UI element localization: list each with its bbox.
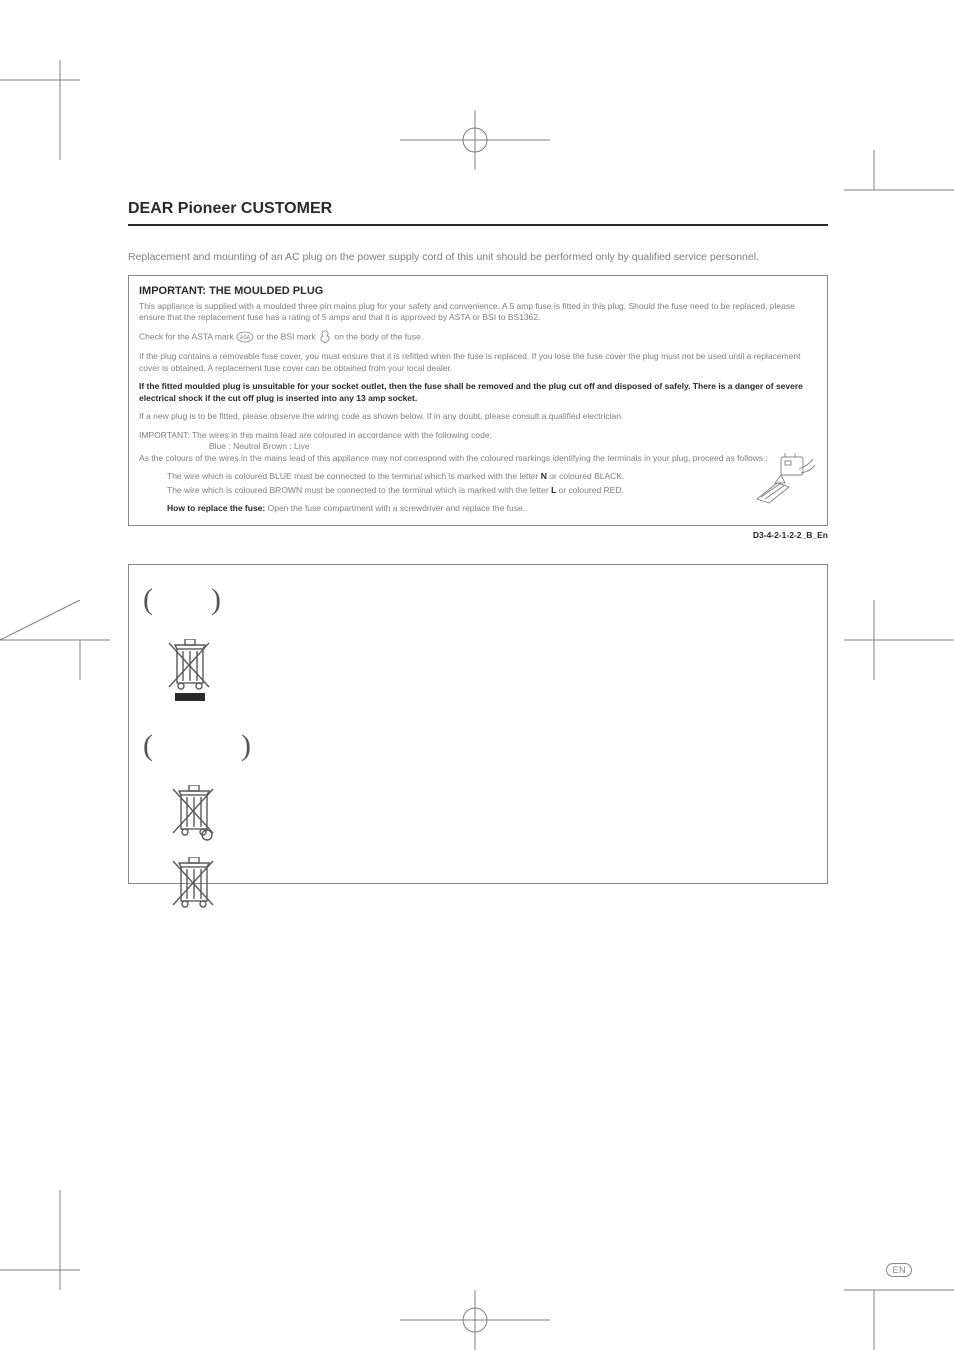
box-p6: IMPORTANT: The wires in this mains lead …: [139, 430, 817, 453]
crop-mark-mr: [824, 600, 954, 680]
p10a: How to replace the fuse:: [167, 503, 268, 513]
paren-open-icon: (: [143, 583, 153, 617]
page-footer: EN: [886, 1260, 912, 1278]
paren-close-icon: ): [211, 583, 221, 617]
p10b: Open the fuse compartment with a screwdr…: [268, 503, 526, 513]
registration-bottom: [400, 1290, 550, 1350]
weee-box: ( ) ( ): [128, 564, 828, 884]
box-p7: As the colours of the wires in the mains…: [139, 453, 817, 464]
wheelie-bin-solid-icon: [163, 639, 215, 703]
reference-code: D3-4-2-1-2-2_B_En: [128, 530, 828, 540]
box-p10: How to replace the fuse: Open the fuse c…: [139, 503, 817, 514]
crop-mark-br: [824, 1230, 954, 1350]
box-p4: If the fitted moulded plug is unsuitable…: [139, 381, 817, 404]
svg-text:ASA: ASA: [240, 335, 251, 341]
box-p1: This appliance is supplied with a moulde…: [139, 301, 817, 324]
wheelie-bin-outline-1-icon: [167, 785, 219, 841]
crop-mark-bl: [0, 1190, 120, 1350]
p9b: or coloured RED.: [556, 485, 624, 495]
p2a: Check for the ASTA mark: [139, 332, 236, 342]
paren-close-icon: ): [241, 729, 251, 763]
p6a: IMPORTANT: The wires in this mains lead …: [139, 430, 492, 440]
p2b: or the BSI mark: [257, 332, 318, 342]
box-p5: If a new plug is to be fitted, please ob…: [139, 411, 817, 422]
crop-mark-tr: [824, 150, 954, 230]
intro-text: Replacement and mounting of an AC plug o…: [128, 250, 828, 265]
p8a: The wire which is coloured BLUE must be …: [167, 471, 541, 481]
page-title: DEAR Pioneer CUSTOMER: [128, 200, 828, 218]
p9a: The wire which is coloured BROWN must be…: [167, 485, 551, 495]
wheelie-bin-outline-2-icon: [167, 857, 219, 913]
asta-mark-icon: ASA: [236, 331, 254, 343]
moulded-plug-box: IMPORTANT: THE MOULDED PLUG This applian…: [128, 275, 828, 526]
registration-top: [400, 110, 550, 170]
title-rule: [128, 224, 828, 226]
box-heading: IMPORTANT: THE MOULDED PLUG: [139, 284, 817, 299]
paren-open-icon: (: [143, 729, 153, 763]
box-p8: The wire which is coloured BLUE must be …: [139, 471, 817, 482]
box-p9: The wire which is coloured BROWN must be…: [139, 485, 817, 496]
p8b: or coloured BLACK.: [547, 471, 624, 481]
weee-item-1: ( ): [143, 583, 813, 617]
p2c: on the body of the fuse.: [334, 332, 423, 342]
crop-mark-ml: [0, 600, 130, 680]
page-content: DEAR Pioneer CUSTOMER Replacement and mo…: [128, 200, 828, 884]
box-p2: Check for the ASTA mark ASA or the BSI m…: [139, 330, 817, 344]
language-badge: EN: [886, 1263, 912, 1277]
weee-item-2: ( ): [143, 729, 813, 763]
bsi-mark-icon: [318, 330, 332, 344]
p6b: Blue : Neutral Brown : Live: [139, 441, 310, 451]
box-p3: If the plug contains a removable fuse co…: [139, 351, 817, 374]
crop-mark-tl: [0, 0, 120, 160]
plug-illustration-icon: [755, 453, 817, 505]
